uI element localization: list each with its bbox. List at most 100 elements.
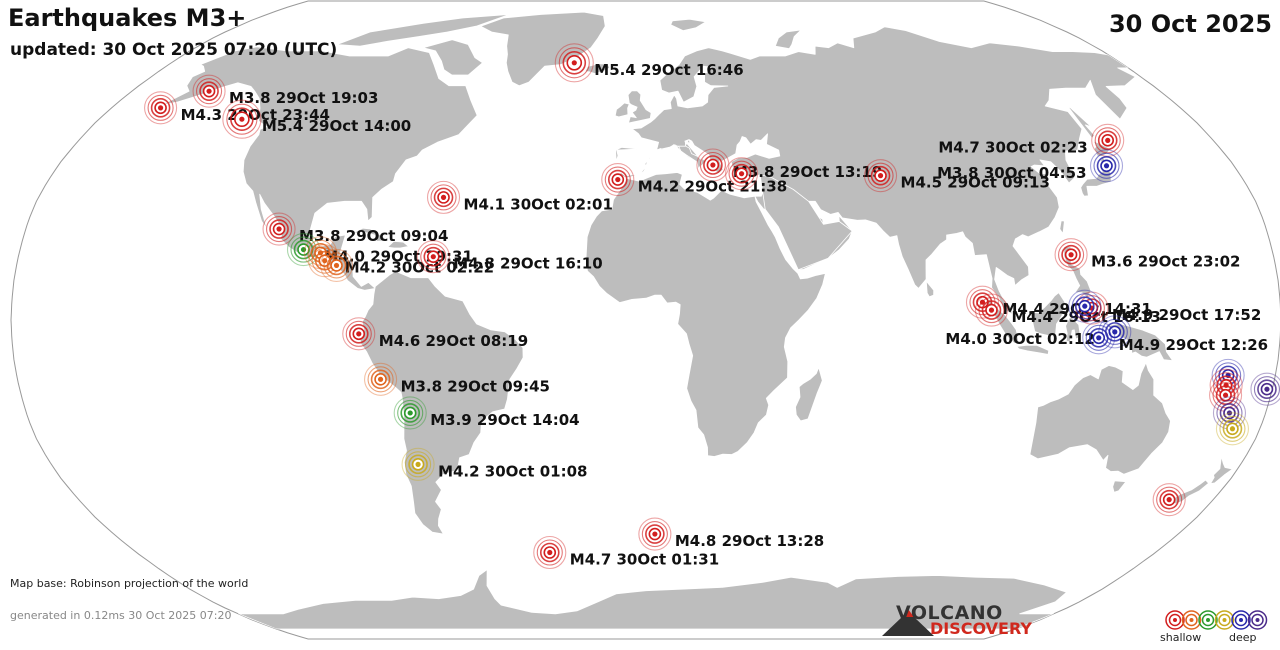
land-greenland [480, 11, 606, 87]
legend-deep-label: deep [1229, 631, 1257, 644]
quake-marker[interactable] [1068, 289, 1102, 323]
map-date: 30 Oct 2025 [1108, 10, 1272, 38]
quake-label: M4.3 29Oct 23:44 [181, 106, 330, 124]
legend-depth-swatch [1214, 610, 1235, 630]
land-south-america [359, 270, 524, 535]
land-sulawesi [1065, 313, 1088, 343]
land-canada-islands [336, 14, 510, 47]
land-arabia-cover [759, 174, 853, 271]
volcano-discovery-logo[interactable]: VOLCANO DISCOVERY [880, 602, 1050, 639]
quake-label: M4.8 29Oct 16:10 [453, 255, 602, 273]
quake-label: M3.8 29Oct 13:19 [733, 163, 882, 181]
land-africa [585, 172, 826, 457]
quake-label: M4.4 29Oct 16:13 [1011, 308, 1160, 326]
quake-marker[interactable]: M4.5 29Oct 09:13 [863, 159, 1050, 193]
land-cuba [352, 227, 389, 242]
land-java [1016, 344, 1050, 355]
map-title: Earthquakes M3+ [8, 4, 247, 32]
land-baffin [422, 39, 483, 76]
legend-depth-swatch [1247, 610, 1268, 630]
quake-marker[interactable] [1152, 483, 1186, 517]
land-new-zealand-south [1168, 479, 1209, 505]
quake-label: M4.9 29Oct 12:26 [1119, 336, 1268, 354]
quake-label: M4.7 30Oct 02:23 [938, 138, 1087, 156]
quake-marker[interactable]: M3.9 29Oct 14:04 [393, 396, 580, 430]
land-tasmania [1112, 480, 1127, 493]
legend-depth-swatch [1231, 610, 1251, 630]
land-madagascar [795, 367, 823, 422]
brand-volcano-text: VOLCANO [896, 602, 1003, 624]
land-svalbard [670, 18, 707, 31]
quake-label: M4.2 30Oct 02:22 [345, 259, 494, 277]
quake-marker[interactable]: M4.8 29Oct 13:28 [638, 517, 824, 551]
quake-marker[interactable]: M4.6 29Oct 08:19 [342, 317, 528, 351]
quake-marker[interactable]: M3.6 29Oct 23:02 [1054, 238, 1240, 272]
quake-label: M5.4 29Oct 14:00 [262, 117, 411, 135]
quake-marker[interactable]: M4.2 29Oct 21:38 [601, 163, 787, 197]
quake-marker[interactable]: M4.1 30Oct 02:01 [426, 180, 613, 214]
land-britain [627, 90, 652, 124]
volcano-logo-icon [882, 609, 934, 636]
quake-label: M3.8 29Oct 09:45 [401, 377, 550, 395]
quake-marker[interactable] [725, 157, 759, 191]
land-sri-lanka [925, 280, 935, 298]
quake-marker[interactable]: M4.7 30Oct 02:23 [938, 123, 1125, 157]
quake-label: M4.2 29Oct 21:38 [638, 178, 787, 196]
quake-marker[interactable] [319, 248, 354, 282]
land-ireland [614, 102, 630, 118]
land-hispaniola [387, 240, 409, 249]
quake-label: M4.2 30Oct 01:08 [438, 462, 587, 480]
quake-marker[interactable]: M4.9 29Oct 12:26 [1082, 321, 1268, 355]
quake-label: M4.5 29Oct 09:13 [901, 174, 1050, 192]
quake-marker[interactable]: M3.8 29Oct 09:45 [364, 362, 550, 396]
quake-marker[interactable]: M4.2 30Oct 01:08 [401, 447, 587, 481]
quake-marker[interactable]: M3.8 29Oct 13:19 [696, 148, 882, 182]
land-new-zealand-north [1210, 456, 1233, 484]
quake-marker[interactable]: M4.0 30Oct 02:12 [945, 315, 1132, 349]
legend-shallow-label: shallow [1160, 631, 1202, 644]
legend-depth-swatch [1165, 610, 1185, 630]
map-base-note: Map base: Robinson projection of the wor… [10, 577, 249, 590]
quake-label: M3.8 29Oct 09:04 [299, 227, 448, 245]
quake-label: M4.9 29Oct 17:52 [1112, 306, 1261, 324]
quake-marker[interactable]: M5.4 29Oct 16:46 [554, 43, 744, 83]
generated-note: generated in 0.12ms 30 Oct 2025 07:20 [10, 609, 232, 622]
quake-marker[interactable]: M4.4 29Oct 16:13 [974, 293, 1161, 327]
quake-marker[interactable]: M4.8 29Oct 16:10 [416, 240, 603, 274]
quake-marker[interactable]: M5.4 29Oct 14:00 [222, 99, 411, 139]
quake-marker[interactable] [1250, 372, 1280, 406]
land-antarctica [237, 566, 1067, 630]
quake-label: M3.8 30Oct 04:53 [937, 164, 1086, 182]
quake-marker[interactable]: M3.8 30Oct 04:53 [937, 149, 1124, 183]
legend-depth-swatch [1181, 610, 1202, 630]
land-borneo [1030, 292, 1066, 337]
land-masses [161, 11, 1233, 630]
land-sakhalin [1067, 106, 1095, 139]
quake-label: M3.8 29Oct 19:03 [229, 89, 378, 107]
quake-marker[interactable]: M4.3 29Oct 23:44 [144, 91, 330, 125]
land-australia [1029, 362, 1171, 475]
quake-label: M4.8 29Oct 13:28 [675, 532, 824, 550]
land-iceland [584, 63, 611, 74]
quake-marker[interactable]: M4.7 30Oct 01:31 [533, 535, 719, 570]
land-north-america [161, 46, 478, 291]
quake-label: M4.4 29Oct 14:31 [1002, 300, 1151, 318]
quake-marker[interactable]: M3.8 29Oct 09:04 [262, 212, 448, 246]
quake-marker[interactable] [1215, 412, 1250, 446]
depth-legend-icons [1165, 610, 1268, 630]
brand-discovery-text: DISCOVERY [930, 619, 1033, 638]
quake-label: M4.0 30Oct 02:12 [945, 330, 1094, 348]
quake-label: M4.1 30Oct 02:01 [464, 195, 613, 213]
land-novaya-zemlya [774, 29, 802, 50]
quake-label: M5.4 29Oct 16:46 [594, 61, 743, 79]
quake-label: M3.6 29Oct 23:02 [1091, 253, 1240, 271]
quake-marker[interactable]: M3.8 29Oct 19:03 [192, 74, 378, 108]
quake-label: M4.6 29Oct 08:19 [379, 332, 528, 350]
quake-label: M4.7 30Oct 01:31 [570, 550, 719, 568]
update-time: updated: 30 Oct 2025 07:20 (UTC) [10, 40, 338, 60]
legend-depth-swatch [1198, 610, 1218, 630]
quake-label: M3.9 29Oct 14:04 [430, 411, 579, 429]
